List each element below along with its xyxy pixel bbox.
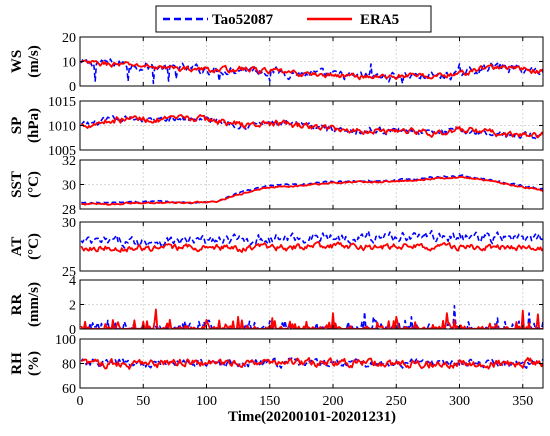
y-tick-label: 30 <box>62 216 76 231</box>
y-tick-label: 1015 <box>48 95 76 110</box>
panel-sp: 1005 1010 1015 SP (hPa) <box>9 95 544 159</box>
x-tick-label: 150 <box>259 394 280 409</box>
y-tick-label: 10 <box>62 56 76 71</box>
x-tick-label: 250 <box>386 394 407 409</box>
series-era5 <box>80 59 543 81</box>
series-era5 <box>80 241 543 253</box>
y-tick-label: 2 <box>69 299 76 314</box>
y-tick-label: 0 <box>69 323 76 338</box>
y-tick-label: 28 <box>62 203 76 218</box>
series-era5 <box>80 357 543 370</box>
y-tick-label: 25 <box>62 265 76 280</box>
x-tick-label: 350 <box>512 394 533 409</box>
x-axis-label: Time(20200101-20201231) <box>228 409 396 425</box>
y-tick-label: 0 <box>69 80 76 95</box>
x-tick-label: 0 <box>77 394 84 409</box>
y-tick-label: 30 <box>62 179 76 194</box>
panel-rr: 0 2 4 RR (mm/s) <box>9 274 544 338</box>
y-axis-label: RR <box>9 294 25 316</box>
y-tick-label: 1005 <box>48 144 76 159</box>
y-tick-label: 20 <box>62 31 76 46</box>
x-tick-label: 300 <box>449 394 470 409</box>
legend-label-tao52087: Tao52087 <box>212 12 274 28</box>
y-tick-label: 32 <box>62 154 76 169</box>
legend: Tao52087 ERA5 <box>155 5 432 33</box>
y-tick-label: 100 <box>55 333 76 348</box>
x-tick-label: 200 <box>323 394 344 409</box>
panel-ws: 0 10 20 WS (m/s) <box>9 31 544 95</box>
y-axis-unit: (hPa) <box>26 108 42 143</box>
y-tick-label: 80 <box>62 358 76 373</box>
y-axis-label: SST <box>9 171 25 198</box>
y-axis-label: WS <box>9 50 25 73</box>
y-tick-label: 4 <box>69 274 76 289</box>
panel-at: 25 30 AT (°C) <box>9 216 544 280</box>
legend-label-era5: ERA5 <box>360 12 399 28</box>
y-axis-unit: (%) <box>26 351 42 376</box>
y-axis-unit: (mm/s) <box>26 282 42 327</box>
y-tick-label: 60 <box>62 382 76 397</box>
plot-frame <box>79 221 544 272</box>
y-axis-unit: (°C) <box>26 171 42 198</box>
y-axis-unit: (m/s) <box>26 45 42 78</box>
panel-rh: 60 80 100 RH (%) 0 50 100 150 200 250 300 350 <box>9 333 544 409</box>
y-axis-unit: (°C) <box>26 233 42 260</box>
y-axis-label: RH <box>9 352 25 375</box>
x-tick-label: 100 <box>196 394 217 409</box>
series-era5 <box>81 175 543 206</box>
series-tao52087 <box>80 57 543 85</box>
y-axis-label: AT <box>9 237 25 257</box>
panel-sst: 28 30 32 SST (°C) <box>9 154 544 218</box>
y-tick-label: 1010 <box>48 120 76 135</box>
series-era5 <box>80 308 543 329</box>
y-axis-label: SP <box>9 117 25 135</box>
series-tao52087 <box>81 304 543 329</box>
series-era5 <box>81 114 543 139</box>
series-tao52087 <box>80 229 543 249</box>
x-tick-label: 50 <box>136 394 150 409</box>
